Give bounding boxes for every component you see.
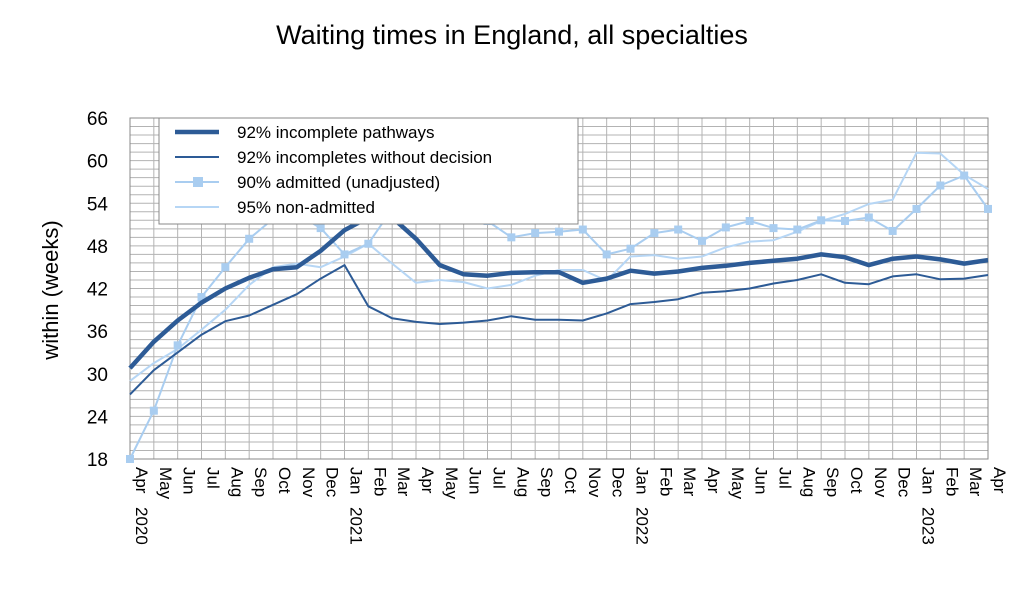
x-tick-label: Apr: [704, 467, 723, 494]
x-tick-label: Nov: [871, 467, 890, 498]
x-tick-label: Feb: [942, 467, 961, 496]
x-tick-label: Nov: [299, 467, 318, 498]
x-tick-label: Jan: [919, 467, 938, 494]
y-tick-label: 54: [87, 194, 109, 215]
data-point-marker: [173, 341, 182, 350]
legend-label: 90% admitted (unadjusted): [237, 173, 440, 192]
x-tick-label: Jul: [490, 467, 509, 489]
x-tick-label: Nov: [585, 467, 604, 498]
x-year-label: 2020: [132, 507, 151, 545]
data-point-marker: [555, 227, 563, 236]
x-tick-label: Aug: [227, 467, 246, 497]
data-point-marker: [721, 223, 730, 232]
x-year-label: 2021: [347, 507, 366, 545]
x-tick-label: Jul: [204, 467, 223, 489]
x-tick-label: Feb: [656, 467, 675, 496]
data-point-marker: [626, 244, 635, 253]
data-point-marker: [578, 225, 587, 234]
data-point-marker: [364, 239, 373, 248]
data-point-marker: [149, 406, 158, 415]
x-tick-label: Apr: [132, 467, 151, 494]
x-tick-label: Dec: [895, 467, 914, 498]
y-tick-label: 42: [87, 280, 108, 301]
x-tick-label: May: [156, 467, 175, 500]
y-tick-label: 48: [87, 237, 108, 258]
x-tick-label: May: [442, 467, 461, 500]
data-point-marker: [340, 250, 349, 259]
x-tick-label: Oct: [275, 467, 294, 494]
x-tick-label: Aug: [513, 467, 532, 497]
data-point-marker: [507, 233, 516, 242]
x-tick-label: Jun: [466, 467, 485, 494]
x-tick-label: Jan: [347, 467, 366, 494]
x-tick-label: May: [728, 467, 747, 500]
y-axis-label: within (weeks): [38, 220, 63, 360]
x-tick-label: Oct: [561, 467, 580, 494]
x-tick-label: Oct: [847, 467, 866, 494]
data-point-marker: [245, 234, 254, 243]
x-tick-label: Mar: [394, 467, 413, 497]
series-line: [129, 264, 989, 396]
y-tick-label: 30: [87, 365, 108, 386]
data-point-marker: [960, 171, 969, 180]
y-axis-ticks: 18 24 30 36 42 48 54 60 66: [87, 109, 109, 471]
data-point-marker: [650, 229, 659, 238]
x-tick-label: Feb: [370, 467, 389, 496]
x-tick-label: Sep: [537, 467, 556, 497]
x-tick-label: Jun: [752, 467, 771, 494]
x-tick-label: Dec: [323, 467, 342, 498]
legend-marker: [193, 177, 203, 187]
x-tick-label: Apr: [418, 467, 437, 494]
series-line: [128, 215, 989, 370]
x-year-label: 2023: [919, 507, 938, 545]
data-point-marker: [793, 225, 802, 234]
y-tick-label: 18: [87, 450, 108, 471]
data-point-marker: [864, 213, 873, 222]
x-tick-label: Apr: [990, 467, 1009, 494]
data-point-marker: [769, 224, 778, 233]
y-tick-label: 66: [87, 109, 108, 130]
data-point-marker: [674, 225, 683, 234]
data-point-marker: [126, 455, 134, 463]
data-point-marker: [221, 263, 230, 272]
x-year-label: 2022: [633, 507, 652, 545]
data-point-marker: [316, 224, 325, 233]
y-tick-label: 24: [87, 407, 109, 428]
data-point-marker: [197, 293, 206, 302]
x-tick-label: Aug: [799, 467, 818, 497]
x-tick-label: Jul: [776, 467, 795, 489]
x-tick-label: Jan: [633, 467, 652, 494]
data-point-marker: [936, 181, 945, 190]
x-tick-label: Mar: [680, 467, 699, 497]
data-point-marker: [984, 204, 992, 213]
legend-label: 92% incompletes without decision: [237, 148, 492, 167]
x-tick-label: Sep: [823, 467, 842, 497]
y-tick-label: 60: [87, 152, 108, 173]
data-point-marker: [841, 217, 849, 226]
data-point-marker: [602, 250, 611, 259]
data-point-marker: [698, 236, 706, 245]
y-tick-label: 36: [87, 322, 108, 343]
data-point-marker: [745, 217, 754, 226]
data-point-marker: [817, 216, 826, 225]
legend-box: [158, 117, 579, 225]
x-axis-ticks: Apr May Jun Jul Aug Sep Oct Nov Dec Jan Feb Mar Apr M…: [132, 467, 1009, 545]
legend: 92% incomplete pathways 92% incompletes w…: [158, 117, 579, 225]
x-tick-label: Jun: [180, 467, 199, 494]
grid-lines: [129, 117, 989, 460]
legend-label: 95% non-admitted: [237, 198, 375, 217]
x-tick-label: Sep: [251, 467, 270, 497]
data-point-marker: [912, 204, 921, 213]
x-tick-label: Dec: [609, 467, 628, 498]
legend-label: 92% incomplete pathways: [237, 123, 435, 142]
data-point-marker: [888, 226, 897, 235]
x-tick-label: Mar: [966, 467, 985, 497]
chart-title: Waiting times in England, all specialtie…: [276, 20, 748, 50]
data-point-marker: [531, 229, 540, 238]
